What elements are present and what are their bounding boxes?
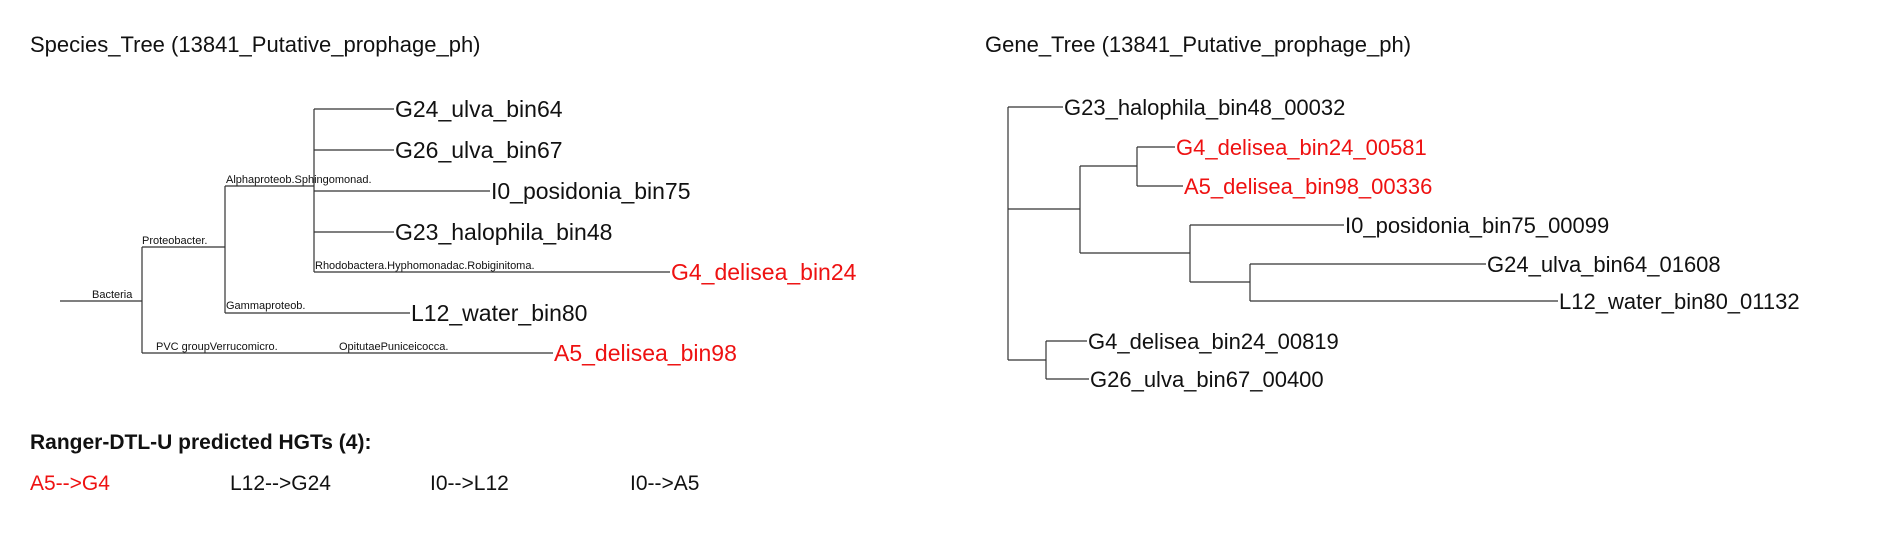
gene-tree: G23_halophila_bin48_00032 G4_delisea_bin…	[1007, 95, 1800, 392]
label-opitutae: OpitutaePuniceicocca.	[339, 341, 448, 353]
hgt-item-4: I0-->A5	[630, 472, 700, 495]
species-leaf-g4: G4_delisea_bin24	[671, 259, 857, 285]
species-leaf-a5: A5_delisea_bin98	[554, 340, 737, 366]
species-leaf-g23: G23_halophila_bin48	[395, 219, 612, 245]
gene-leaf-i0: I0_posidonia_bin75_00099	[1345, 213, 1609, 238]
species-tree: Bacteria Proteobacter. Alphaproteob.Sphi…	[60, 96, 857, 366]
hgt-item-2: L12-->G24	[230, 472, 331, 495]
hgt-item-1: A5-->G4	[30, 472, 110, 495]
gene-leaf-g4b: G4_delisea_bin24_00819	[1088, 329, 1339, 354]
label-gammaproteobacteria: Gammaproteob.	[226, 300, 305, 312]
label-bacteria: Bacteria	[92, 289, 133, 301]
species-leaf-g26: G26_ulva_bin67	[395, 137, 563, 163]
species-tree-branches	[60, 108, 670, 354]
label-pvc-group: PVC groupVerrucomicro.	[156, 341, 278, 353]
gene-leaf-l12: L12_water_bin80_01132	[1559, 289, 1800, 314]
species-leaf-l12: L12_water_bin80	[411, 300, 587, 326]
gene-leaf-a5: A5_delisea_bin98_00336	[1184, 174, 1432, 199]
species-leaves: G24_ulva_bin64 G26_ulva_bin67 I0_posidon…	[395, 96, 857, 366]
gene-leaf-g23: G23_halophila_bin48_00032	[1064, 95, 1345, 120]
gene-leaf-g24: G24_ulva_bin64_01608	[1487, 252, 1721, 277]
gene-tree-title: Gene_Tree (13841_Putative_prophage_ph)	[985, 32, 1412, 57]
hgt-item-3: I0-->L12	[430, 472, 509, 495]
label-proteobacteria: Proteobacter.	[142, 235, 207, 247]
gene-leaves: G23_halophila_bin48_00032 G4_delisea_bin…	[1064, 95, 1800, 392]
gene-tree-branches	[1007, 106, 1558, 380]
species-internal-labels: Bacteria Proteobacter. Alphaproteob.Sphi…	[92, 174, 535, 353]
label-rhodobacteraceae: Rhodobactera.Hyphomonadac.Robiginitoma.	[315, 260, 535, 272]
species-tree-title: Species_Tree (13841_Putative_prophage_ph…	[30, 32, 481, 57]
gene-leaf-g26: G26_ulva_bin67_00400	[1090, 367, 1324, 392]
gene-leaf-g4a: G4_delisea_bin24_00581	[1176, 135, 1427, 160]
label-alphaproteobacteria: Alphaproteob.Sphingomonad.	[226, 174, 372, 186]
species-leaf-i0: I0_posidonia_bin75	[491, 178, 691, 204]
species-leaf-g24: G24_ulva_bin64	[395, 96, 563, 122]
hgt-heading: Ranger-DTL-U predicted HGTs (4):	[30, 431, 372, 454]
